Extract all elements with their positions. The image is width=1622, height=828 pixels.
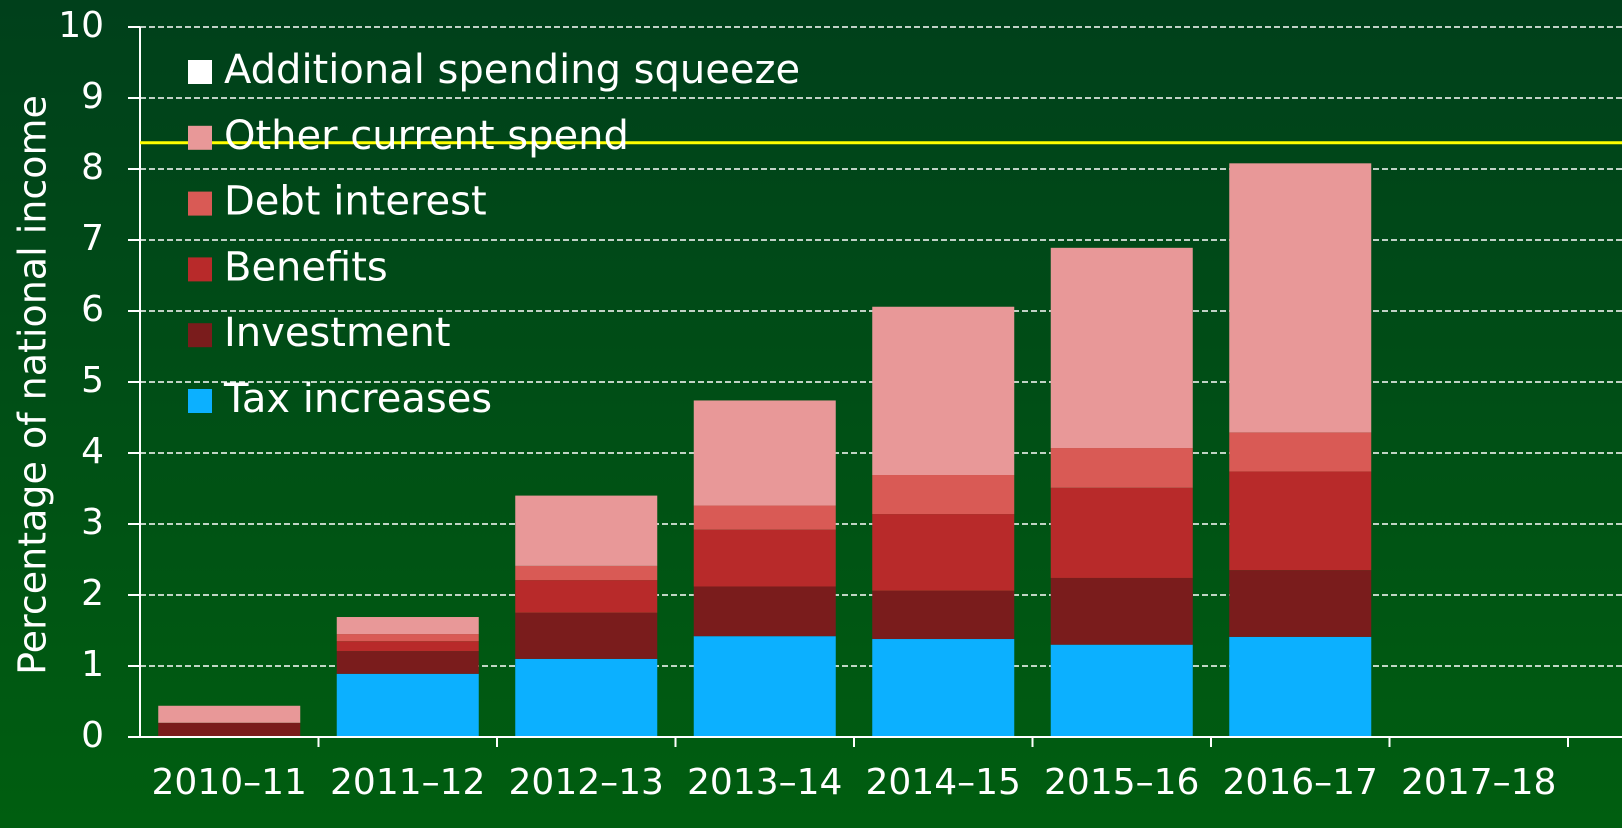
y-tick-label: 5	[81, 360, 104, 401]
legend-label: Other current spend	[224, 113, 629, 159]
legend-swatch	[188, 323, 212, 348]
bar-segment	[872, 306, 1015, 476]
bar-segment	[693, 529, 836, 587]
y-tick-label: 10	[58, 5, 104, 46]
legend-label: Debt interest	[224, 179, 487, 225]
bar-segment	[1050, 247, 1193, 449]
y-tick-label: 4	[81, 431, 104, 472]
bar-segment	[515, 658, 658, 737]
y-tick-label: 0	[81, 715, 104, 756]
y-tick-label: 3	[81, 502, 104, 543]
bar-segment	[336, 617, 479, 635]
bar-segment	[336, 634, 479, 642]
y-tick-label: 7	[81, 218, 104, 259]
x-tick-label: 2013–14	[687, 762, 842, 803]
legend-swatch	[188, 125, 212, 150]
bar-segment	[1050, 448, 1193, 488]
bar-segment	[158, 705, 301, 723]
bar-segment	[336, 651, 479, 674]
legend-label: Additional spending squeeze	[224, 47, 800, 93]
bar-segment	[1050, 644, 1193, 737]
y-axis-label: Percentage of national income	[11, 95, 55, 675]
bar-segment	[515, 565, 658, 581]
x-tick-label: 2010–11	[152, 762, 307, 803]
legend-swatch	[188, 191, 212, 216]
y-tick-label: 2	[81, 573, 104, 614]
y-tick-label: 9	[81, 76, 104, 117]
legend-label: Benefits	[224, 244, 388, 290]
bar-segment	[1050, 487, 1193, 578]
bar-segment	[872, 639, 1015, 737]
bar-segment	[872, 475, 1015, 515]
legend-swatch	[188, 257, 212, 282]
y-tick-label: 6	[81, 289, 104, 330]
bar-segment	[1229, 471, 1372, 571]
bar-segment	[336, 641, 479, 652]
bar-segment	[693, 400, 836, 506]
y-tick-label: 1	[81, 644, 104, 685]
x-tick-label: 2015–16	[1044, 762, 1199, 803]
bar-segment	[1229, 636, 1372, 737]
bar-segment	[515, 495, 658, 566]
legend-swatch	[188, 60, 212, 84]
bar-segment	[872, 590, 1015, 640]
legend-swatch	[188, 389, 212, 413]
bar-segment	[158, 722, 301, 737]
x-tick-label: 2017–18	[1401, 762, 1556, 803]
bar-segment	[693, 586, 836, 637]
x-tick-label: 2014–15	[866, 762, 1021, 803]
bar-segment	[1229, 163, 1372, 433]
legend-label: Tax increases	[223, 376, 492, 422]
legend-label: Investment	[224, 310, 451, 356]
bar-segment	[515, 580, 658, 613]
y-tick-label: 8	[81, 147, 104, 188]
x-tick-label: 2016–17	[1223, 762, 1378, 803]
x-tick-label: 2012–13	[509, 762, 664, 803]
bar-segment	[515, 612, 658, 659]
bar-segment	[872, 514, 1015, 591]
bar-segment	[693, 636, 836, 737]
bar-segment	[1229, 570, 1372, 637]
bar-segment	[1229, 432, 1372, 472]
bar-segment	[693, 505, 836, 530]
x-tick-label: 2011–12	[330, 762, 485, 803]
bar-segment	[336, 673, 479, 737]
bar-segment	[1050, 577, 1193, 645]
